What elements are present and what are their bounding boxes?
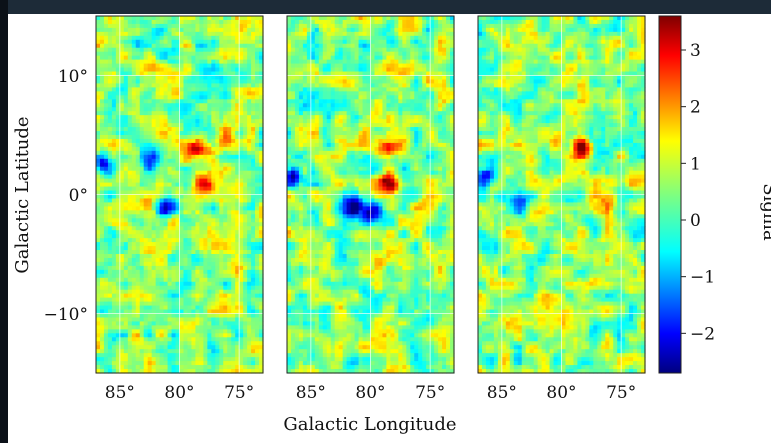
- x-tick-label: 85°: [487, 383, 517, 403]
- colorbar-tick-label: 0: [690, 211, 701, 231]
- colorbar-tick-label: 2: [690, 98, 701, 118]
- x-tick-label: 80°: [355, 383, 385, 403]
- colorbar-tick-label: 1: [690, 154, 701, 174]
- x-axis-label: Galactic Longitude: [283, 414, 456, 435]
- y-axis-label: Galactic Latitude: [12, 116, 33, 273]
- x-tick-label: 75°: [415, 383, 445, 403]
- y-tick-label: −10°: [44, 305, 88, 325]
- y-tick-label: 10°: [58, 67, 88, 87]
- x-tick-label: 75°: [224, 383, 254, 403]
- x-tick-label: 75°: [606, 383, 636, 403]
- x-tick-label: 85°: [105, 383, 135, 403]
- backdrop-top: [0, 0, 771, 14]
- panels: [96, 16, 646, 374]
- colorbar-tick-label: 3: [690, 41, 701, 61]
- x-tick-label: 85°: [296, 383, 326, 403]
- colorbar: [659, 16, 681, 373]
- map-panel-2: [287, 16, 455, 374]
- backdrop-left: [0, 0, 8, 443]
- y-tick-label: 0°: [69, 186, 88, 206]
- map-panel-3: [478, 16, 646, 374]
- map-panel-1: [96, 16, 264, 374]
- colorbar-tick-label: −2: [690, 324, 715, 344]
- x-tick-labels: 85° 80° 75° 85° 80° 75° 85° 80° 75°: [105, 383, 636, 403]
- x-tick-label: 80°: [164, 383, 194, 403]
- colorbar-label: Sigma: [759, 183, 771, 241]
- x-tick-label: 80°: [546, 383, 576, 403]
- colorbar-ticks: −2 −1 0 1 2 3: [681, 41, 715, 344]
- colorbar-tick-label: −1: [690, 268, 715, 288]
